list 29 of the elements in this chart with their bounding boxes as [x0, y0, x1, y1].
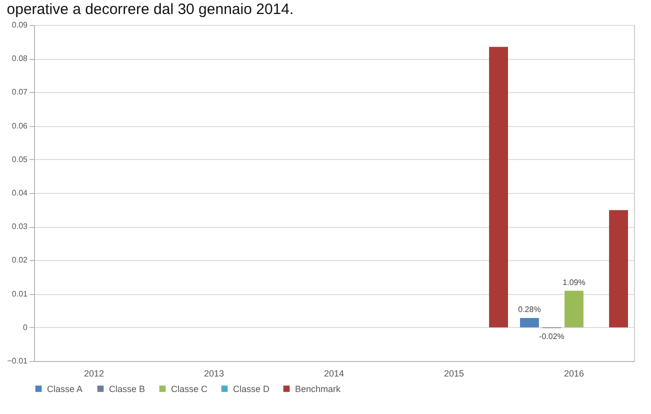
y-tick-label: 0.09 — [12, 20, 28, 30]
y-tick-label: 0.08 — [12, 54, 28, 64]
legend-label: Classe A — [47, 384, 83, 394]
y-tick-label: −0.01 — [7, 356, 28, 366]
y-tick-label: 0.05 — [12, 154, 28, 164]
y-tick-label: 0.01 — [12, 289, 28, 298]
data-label: 0.28% — [518, 304, 541, 314]
legend-label: Classe B — [109, 384, 146, 394]
data-label: 1.09% — [562, 278, 586, 287]
x-tick-label: 2016 — [564, 368, 584, 378]
x-tick-label: 2014 — [324, 368, 344, 378]
y-tick-label: 0.02 — [12, 256, 28, 265]
bar — [489, 46, 508, 328]
y-tick-label: 0 — [23, 322, 28, 332]
y-tick-label: 0.06 — [12, 121, 28, 130]
y-tick-label: 0.07 — [12, 88, 28, 97]
y-tick-label: 0.03 — [12, 222, 28, 232]
y-tick-label: 0.04 — [12, 188, 28, 198]
bar — [520, 318, 539, 328]
legend-label: Classe D — [233, 384, 270, 394]
legend-label: Benchmark — [295, 384, 342, 394]
x-tick-label: 2015 — [444, 368, 464, 378]
x-tick-label: 2013 — [204, 368, 224, 378]
data-label: -0.02% — [539, 332, 564, 342]
legend-label: Classe C — [171, 384, 208, 394]
x-tick-label: 2012 — [84, 368, 104, 378]
bar — [564, 290, 584, 328]
bar — [609, 210, 628, 328]
text: operative a decorrere dal 30 gennaio 2014. — [6, 1, 294, 18]
